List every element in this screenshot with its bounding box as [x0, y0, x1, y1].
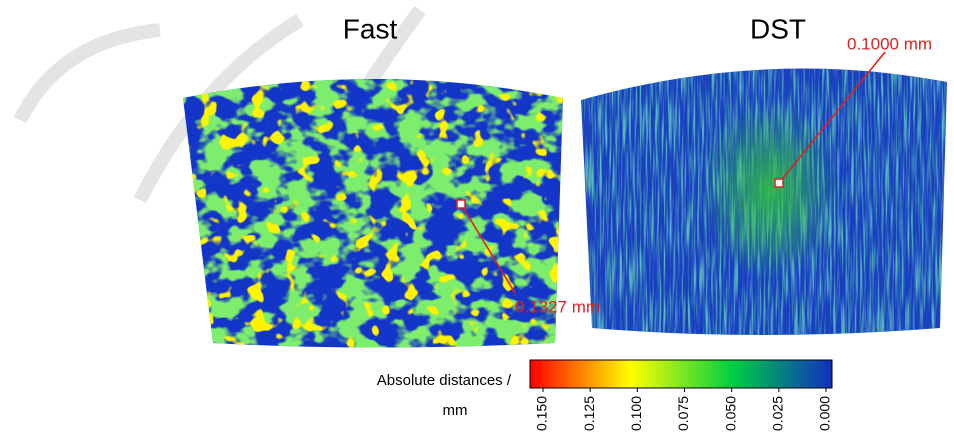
tick-label: 0.025 — [770, 396, 786, 431]
marker — [775, 179, 783, 187]
marker — [457, 200, 465, 208]
annotation: 0.1327 mm — [515, 297, 600, 316]
panel-title: DST — [750, 13, 806, 44]
annotation: 0.1000 mm — [847, 34, 932, 53]
figure: Fast 0.1327 mm DST 0.1000 mm 0.150 0.125 0.10… — [0, 0, 954, 441]
page: Fast 0.1327 mm DST 0.1000 mm 0.150 0.125 0.10… — [0, 0, 954, 441]
tick-label: 0.125 — [581, 396, 597, 431]
tick-label: 0.100 — [628, 396, 644, 431]
colorbar-label: Absolute distances / — [377, 372, 512, 389]
tick-label: 0.000 — [817, 396, 833, 431]
tick-label: 0.075 — [675, 396, 691, 431]
heatmap-fast — [180, 60, 570, 355]
tick-label: 0.050 — [722, 396, 738, 431]
tick-label: 0.150 — [534, 396, 550, 431]
heatmap-dst — [578, 45, 950, 345]
colorbar-label: mm — [443, 402, 468, 419]
colorbar — [530, 360, 832, 388]
panel-title: Fast — [343, 13, 398, 44]
